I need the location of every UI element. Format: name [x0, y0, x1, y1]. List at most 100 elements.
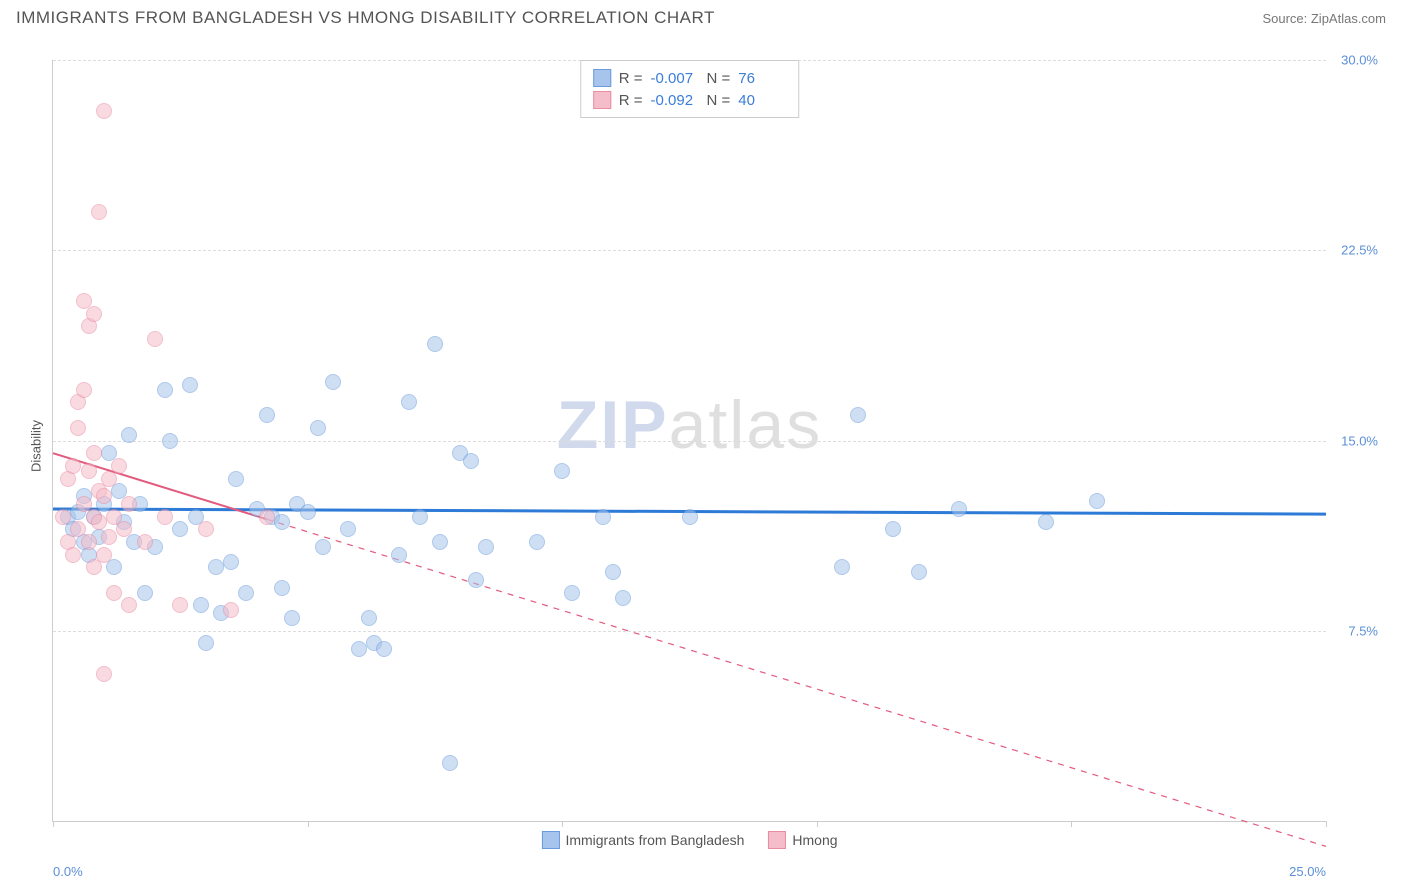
bangladesh-point — [911, 564, 927, 580]
bangladesh-point — [193, 597, 209, 613]
hmong-point — [101, 529, 117, 545]
bangladesh-point — [284, 610, 300, 626]
bangladesh-point — [310, 420, 326, 436]
bangladesh-point — [951, 501, 967, 517]
hmong-point — [81, 463, 97, 479]
y-axis-label: Disability — [29, 420, 44, 472]
bangladesh-point — [274, 514, 290, 530]
bangladesh-point — [529, 534, 545, 550]
bangladesh-n-value: 76 — [738, 70, 786, 87]
bangladesh-point — [554, 463, 570, 479]
bangladesh-point — [198, 635, 214, 651]
chart-title: IMMIGRANTS FROM BANGLADESH VS HMONG DISA… — [16, 8, 715, 28]
hmong-point — [76, 382, 92, 398]
bangladesh-point — [361, 610, 377, 626]
hmong-point — [86, 306, 102, 322]
bangladesh-point — [376, 641, 392, 657]
bangladesh-point — [223, 554, 239, 570]
bangladesh-point — [682, 509, 698, 525]
bangladesh-swatch — [593, 69, 611, 87]
hmong-trendline-dashed — [267, 519, 1326, 846]
x-tick — [1071, 821, 1072, 827]
y-tick-label: 30.0% — [1341, 53, 1378, 68]
bangladesh-swatch-bottom — [541, 831, 559, 849]
hmong-point — [106, 585, 122, 601]
hmong-point — [55, 509, 71, 525]
hmong-point — [96, 666, 112, 682]
hmong-point — [86, 445, 102, 461]
bangladesh-point — [172, 521, 188, 537]
hmong-point — [198, 521, 214, 537]
hmong-r-value: -0.092 — [651, 92, 699, 109]
x-legend-item-bangladesh: Immigrants from Bangladesh — [541, 831, 744, 849]
x-tick — [308, 821, 309, 827]
hmong-point — [121, 496, 137, 512]
hmong-point — [96, 488, 112, 504]
n-label: N = — [707, 92, 731, 109]
hmong-point — [91, 514, 107, 530]
chart-container: Disability ZIPatlas R =-0.007N =76R =-0.… — [16, 40, 1386, 852]
bangladesh-point — [274, 580, 290, 596]
plot-area: ZIPatlas R =-0.007N =76R =-0.092N =40 Im… — [52, 60, 1326, 822]
chart-header: IMMIGRANTS FROM BANGLADESH VS HMONG DISA… — [0, 0, 1406, 36]
bangladesh-point — [228, 471, 244, 487]
legend-stats-row-hmong: R = -0.092 N = 40 — [593, 89, 787, 111]
source-prefix: Source: — [1262, 11, 1310, 26]
hmong-n-value: 40 — [738, 92, 786, 109]
bangladesh-point — [121, 427, 137, 443]
x-tick — [53, 821, 54, 827]
x-tick-label: 25.0% — [1289, 864, 1326, 879]
bangladesh-point — [1089, 493, 1105, 509]
hmong-point — [259, 509, 275, 525]
y-tick-label: 15.0% — [1341, 433, 1378, 448]
bangladesh-point — [468, 572, 484, 588]
bangladesh-point — [412, 509, 428, 525]
hmong-point — [157, 509, 173, 525]
bangladesh-point — [137, 585, 153, 601]
bangladesh-point — [478, 539, 494, 555]
bangladesh-r-value: -0.007 — [651, 70, 699, 87]
bangladesh-point — [850, 407, 866, 423]
bangladesh-point — [564, 585, 580, 601]
bangladesh-point — [340, 521, 356, 537]
hmong-point — [137, 534, 153, 550]
gridline-horizontal — [53, 250, 1326, 251]
bangladesh-point — [432, 534, 448, 550]
legend-stats-box: R = -0.007 N = 76 R = -0.092 N = 40 — [580, 60, 800, 118]
bangladesh-point — [427, 336, 443, 352]
x-legend: Immigrants from Bangladesh Hmong — [541, 831, 837, 849]
bangladesh-point — [208, 559, 224, 575]
hmong-point — [116, 521, 132, 537]
hmong-legend-label: Hmong — [792, 832, 837, 848]
x-legend-item-hmong: Hmong — [768, 831, 837, 849]
bangladesh-point — [463, 453, 479, 469]
bangladesh-point — [325, 374, 341, 390]
bangladesh-point — [300, 504, 316, 520]
hmong-point — [70, 420, 86, 436]
hmong-swatch-bottom — [768, 831, 786, 849]
bangladesh-point — [106, 559, 122, 575]
bangladesh-point — [1038, 514, 1054, 530]
r-label: R = — [619, 70, 643, 87]
bangladesh-point — [162, 433, 178, 449]
bangladesh-point — [834, 559, 850, 575]
hmong-point — [65, 547, 81, 563]
hmong-point — [91, 204, 107, 220]
hmong-swatch — [593, 91, 611, 109]
bangladesh-point — [401, 394, 417, 410]
legend-stats-row-bangladesh: R =-0.007N =76 — [593, 67, 787, 89]
bangladesh-point — [615, 590, 631, 606]
bangladesh-point — [442, 755, 458, 771]
y-tick-label: 7.5% — [1348, 623, 1378, 638]
y-tick-label: 22.5% — [1341, 243, 1378, 258]
bangladesh-point — [315, 539, 331, 555]
hmong-point — [121, 597, 137, 613]
bangladesh-point — [157, 382, 173, 398]
bangladesh-point — [259, 407, 275, 423]
hmong-point — [81, 534, 97, 550]
hmong-point — [65, 458, 81, 474]
r-label: R = — [619, 92, 643, 109]
gridline-horizontal — [53, 441, 1326, 442]
x-tick — [817, 821, 818, 827]
source-link[interactable]: ZipAtlas.com — [1311, 11, 1386, 26]
